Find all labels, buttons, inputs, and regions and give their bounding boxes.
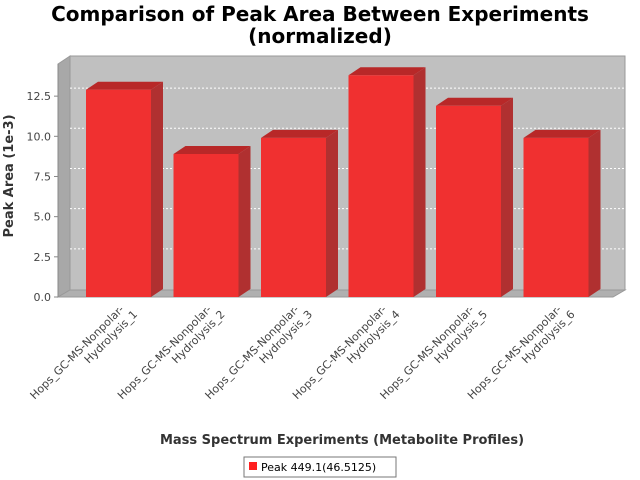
chart-title-line-1: Comparison of Peak Area Between Experime… — [51, 2, 589, 26]
y-tick-label: 12.5 — [27, 90, 52, 103]
bar — [523, 129, 601, 297]
y-tick-label: 2.5 — [34, 251, 52, 264]
bar-top — [348, 67, 426, 76]
y-tick-label: 10.0 — [27, 130, 52, 143]
chart-title-line-2: (normalized) — [248, 24, 392, 48]
bar-front — [261, 137, 326, 297]
bar-top — [86, 81, 163, 90]
x-category-labels: Hops_GC-MS-Nonpolar-Hydrolysis_1Hops_GC-… — [28, 303, 578, 402]
bar — [436, 97, 513, 297]
bar-side — [151, 81, 163, 297]
x-axis-label: Mass Spectrum Experiments (Metabolite Pr… — [160, 433, 524, 448]
bar-side — [413, 67, 426, 297]
legend: Peak 449.1(46.5125) — [243, 456, 397, 478]
bar — [86, 81, 163, 297]
plot-side-wall — [57, 55, 71, 298]
bar-front — [523, 137, 589, 297]
y-axis-label: Peak Area (1e-3) — [2, 114, 17, 237]
bar — [261, 129, 338, 297]
legend-box — [243, 456, 397, 478]
y-tick-label: 5.0 — [34, 211, 52, 224]
bar — [173, 145, 251, 297]
bar-side — [326, 129, 338, 297]
bar-side — [588, 129, 601, 297]
bars — [86, 67, 601, 297]
plot-area: 0.0 2.5 5.0 7.5 10.0 12.5 Hops_GC-MS-Nonpolar… — [27, 55, 627, 402]
bar-front — [436, 105, 501, 297]
bar-top — [523, 129, 601, 138]
bar-front — [348, 75, 414, 297]
bar-top — [436, 97, 513, 106]
y-tick-label: 7.5 — [34, 170, 52, 183]
bar-side — [501, 97, 513, 297]
bar-top — [173, 145, 251, 154]
y-tick-label: 0.0 — [34, 291, 52, 304]
legend-swatch — [249, 462, 257, 470]
bar-side — [238, 145, 251, 297]
bar-front — [86, 89, 151, 297]
legend-entry: Peak 449.1(46.5125) — [261, 461, 376, 474]
bar — [348, 67, 426, 297]
bar-top — [261, 129, 338, 138]
bar-front — [173, 153, 239, 297]
y-ticks: 0.0 2.5 5.0 7.5 10.0 12.5 — [27, 90, 58, 304]
